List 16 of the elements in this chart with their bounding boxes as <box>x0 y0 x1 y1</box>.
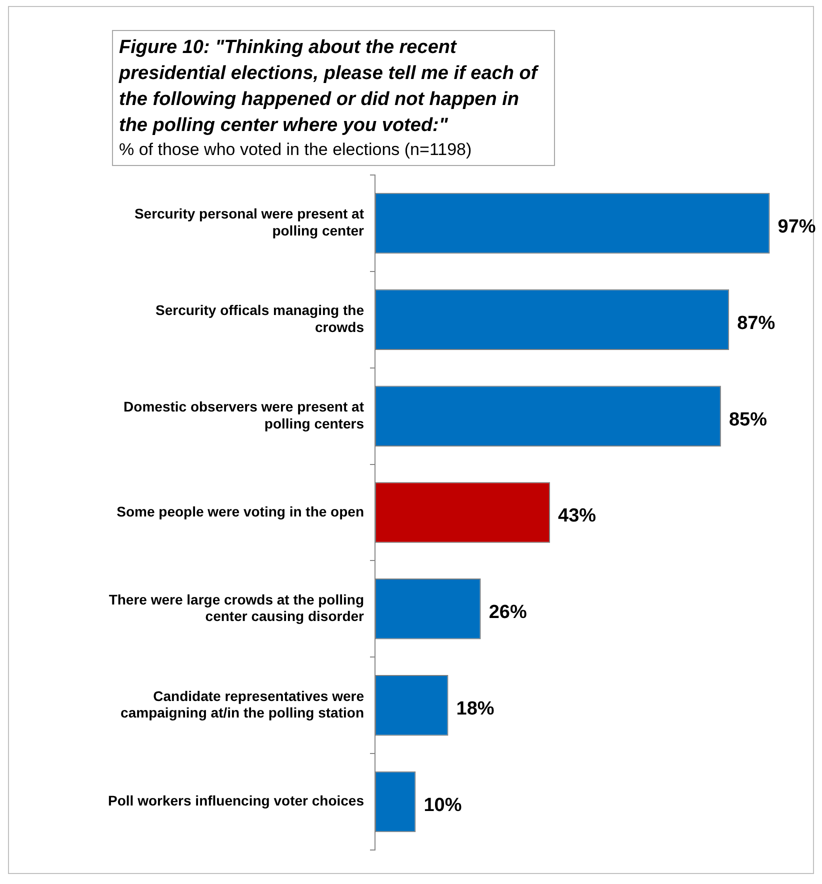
chart-subtitle: % of those who voted in the elections (n=1198) <box>119 139 473 161</box>
data-label: 43% <box>558 506 596 527</box>
y-tick-label: Domestic observers were present at polling centers <box>124 398 364 432</box>
data-label: 10% <box>424 795 462 816</box>
y-tick-label: Poll workers influencing voter choices <box>108 792 364 809</box>
data-label: 97% <box>778 216 816 238</box>
y-tick-label: Candidate representatives were campaigning at/in the polling station <box>120 688 364 721</box>
y-tick-label: Sercurity officals managing the crowds <box>156 302 364 335</box>
data-label: 85% <box>728 409 768 430</box>
y-tick-label: There were large crowds at the polling center causing disorder <box>108 591 365 624</box>
y-tick-label: Some people were voting in the open <box>116 503 364 520</box>
data-label: 18% <box>456 698 494 720</box>
y-tick-label: Sercurity personal were present at polling center <box>134 206 365 238</box>
data-label: 87% <box>737 312 776 334</box>
chart-title: Figure 10: "Thinking about the recent presidential elections, please tell me if each of the following happened or did not happen in the polling center where you voted:" <box>119 36 540 138</box>
data-label: 26% <box>488 602 527 624</box>
